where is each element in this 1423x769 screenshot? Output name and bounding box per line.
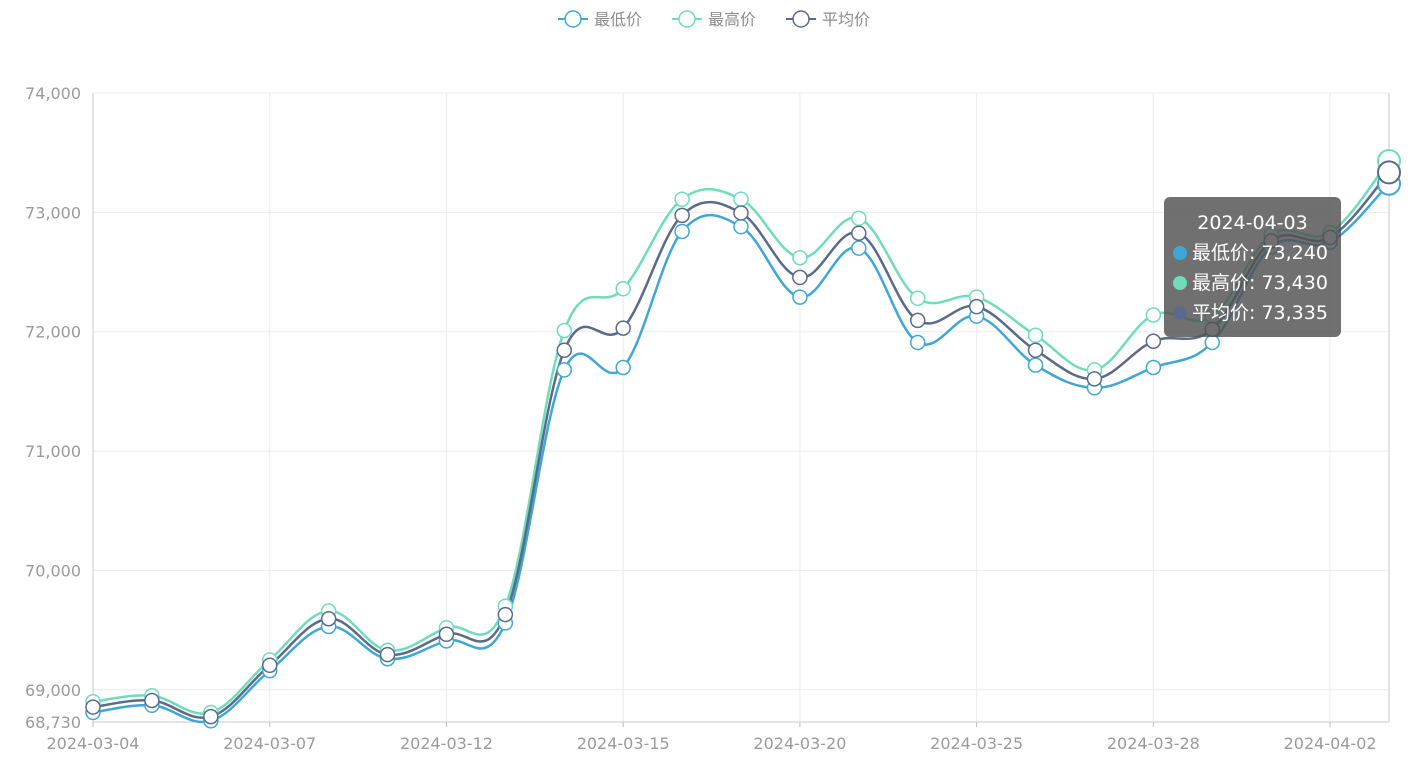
data-point[interactable]: [85, 699, 101, 715]
data-point[interactable]: [615, 280, 631, 297]
tooltip-row: 最低价: 73,240: [1192, 242, 1328, 264]
data-point[interactable]: [909, 312, 926, 329]
data-point[interactable]: [1377, 160, 1401, 185]
data-point[interactable]: [1027, 357, 1044, 373]
data-point[interactable]: [851, 225, 867, 241]
legend-circle-icon: [564, 10, 582, 28]
legend-item[interactable]: 最高价: [672, 10, 756, 29]
data-point[interactable]: [556, 362, 573, 378]
data-point[interactable]: [615, 320, 631, 336]
tooltip-row: 平均价: 73,335: [1192, 302, 1328, 324]
x-tick-label: 2024-03-28: [1107, 734, 1200, 753]
tooltip-row: 最高价: 73,430: [1192, 272, 1328, 294]
tooltip-date: 2024-04-03: [1197, 212, 1307, 234]
data-point[interactable]: [615, 359, 631, 376]
x-tick-label: 2024-04-02: [1284, 734, 1377, 753]
data-point[interactable]: [1027, 327, 1044, 344]
data-point[interactable]: [261, 657, 278, 674]
x-tick-label: 2024-03-04: [47, 734, 140, 753]
data-point[interactable]: [1204, 334, 1221, 351]
tooltip-marker: [1173, 306, 1187, 320]
tooltip: 2024-04-03 最低价: 73,240 最高价: 73,430 平均价: 73,…: [1164, 197, 1341, 337]
legend-label: 最低价: [594, 10, 642, 29]
data-point[interactable]: [851, 210, 867, 227]
data-point[interactable]: [733, 191, 749, 207]
legend-circle-icon: [792, 10, 810, 28]
data-point[interactable]: [733, 205, 749, 221]
legend-item[interactable]: 平均价: [786, 10, 870, 29]
data-point[interactable]: [674, 207, 690, 224]
data-point[interactable]: [1145, 333, 1162, 350]
data-point[interactable]: [1145, 307, 1162, 323]
data-point[interactable]: [438, 626, 455, 643]
legend-item[interactable]: 最低价: [558, 10, 642, 29]
data-point[interactable]: [556, 342, 573, 358]
y-tick-label: 74,000: [25, 84, 81, 103]
data-point[interactable]: [674, 191, 690, 207]
legend-circle-icon: [678, 10, 696, 28]
y-tick-label: 71,000: [25, 442, 81, 461]
data-point[interactable]: [1086, 371, 1103, 387]
data-point[interactable]: [792, 269, 808, 286]
tooltip-marker: [1173, 276, 1187, 290]
data-point[interactable]: [1145, 359, 1162, 376]
data-point[interactable]: [144, 692, 160, 709]
data-point[interactable]: [556, 322, 573, 339]
x-tick-label: 2024-03-20: [753, 734, 846, 753]
y-tick-label: 72,000: [25, 323, 81, 342]
tooltip-marker: [1173, 246, 1187, 260]
data-point[interactable]: [203, 708, 219, 725]
x-tick-label: 2024-03-15: [577, 734, 670, 753]
data-point[interactable]: [968, 298, 985, 315]
legend-label: 平均价: [822, 10, 870, 29]
tooltip-box: [1164, 197, 1341, 337]
data-point[interactable]: [733, 218, 749, 235]
legend-label: 最高价: [708, 10, 756, 29]
y-tick-label: 68,730: [25, 713, 81, 732]
data-point[interactable]: [1027, 342, 1044, 358]
data-point[interactable]: [851, 240, 867, 256]
data-point[interactable]: [320, 611, 337, 627]
data-point[interactable]: [792, 249, 808, 266]
data-point[interactable]: [674, 223, 690, 240]
y-tick-label: 70,000: [25, 561, 81, 580]
series-line-1: [92, 182, 1390, 724]
x-tick-label: 2024-03-25: [930, 734, 1023, 753]
y-tick-label: 73,000: [25, 203, 81, 222]
data-point[interactable]: [497, 606, 514, 623]
data-point[interactable]: [379, 646, 396, 663]
data-point[interactable]: [792, 289, 808, 305]
x-tick-label: 2024-03-07: [223, 734, 316, 753]
data-point[interactable]: [909, 290, 926, 307]
y-tick-label: 69,000: [25, 681, 81, 700]
data-point[interactable]: [909, 334, 926, 351]
x-tick-label: 2024-03-12: [400, 734, 493, 753]
